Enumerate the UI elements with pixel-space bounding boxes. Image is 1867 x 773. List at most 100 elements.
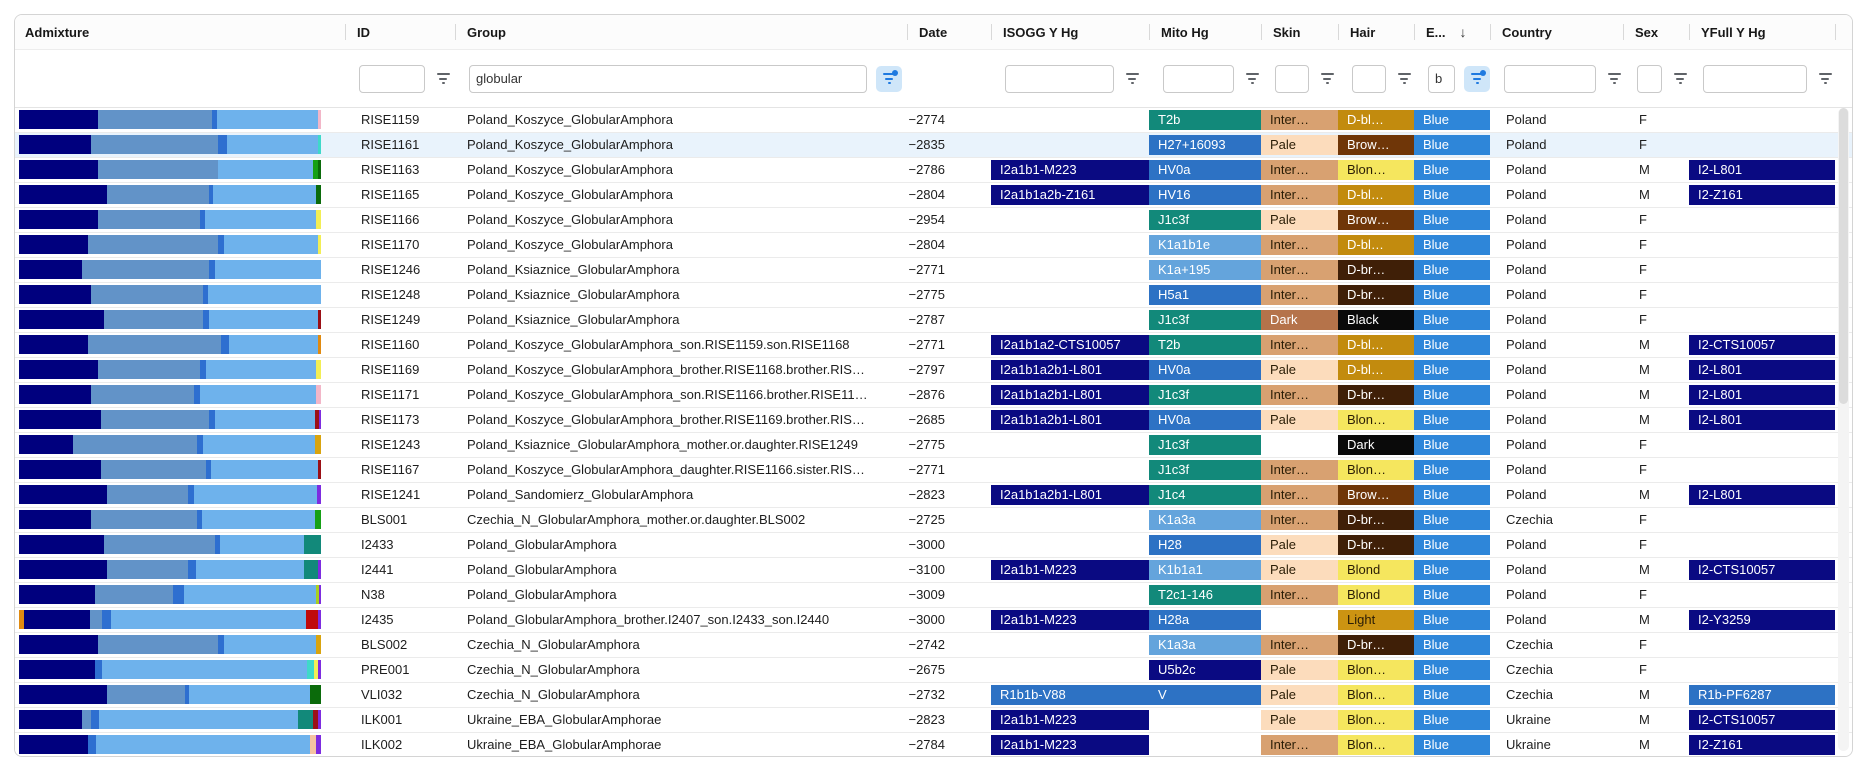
table-row[interactable]: ILK001 Ukraine_EBA_GlobularAmphorae −2823 I… <box>15 708 1852 733</box>
admixture-segment <box>298 710 314 729</box>
skin-cell: Pale <box>1261 708 1338 732</box>
admixture-bar <box>19 485 321 504</box>
table-row[interactable]: RISE1166 Poland_Koszyce_GlobularAmphora −2… <box>15 208 1852 233</box>
col-header-date[interactable]: Date <box>907 15 991 49</box>
hair-filter-funnel-icon[interactable] <box>1395 70 1413 88</box>
country-filter-input[interactable] <box>1504 64 1596 93</box>
group-filter-funnel-icon[interactable] <box>876 65 902 92</box>
col-header-skin[interactable]: Skin <box>1261 15 1338 49</box>
yfull-y-hg-cell: I2-Z161 <box>1689 183 1835 207</box>
table-row[interactable]: RISE1243 Poland_Ksiaznice_GlobularAmphora… <box>15 433 1852 458</box>
skin-cell: Inter… <box>1261 508 1338 532</box>
skin-cell-value: Inter… <box>1261 235 1338 255</box>
table-row[interactable]: RISE1241 Poland_Sandomierz_GlobularAmphor… <box>15 483 1852 508</box>
admixture-segment <box>224 235 318 254</box>
table-row[interactable]: RISE1173 Poland_Koszyce_GlobularAmphora_b… <box>15 408 1852 433</box>
table-row[interactable]: RISE1165 Poland_Koszyce_GlobularAmphora −2… <box>15 183 1852 208</box>
admixture-segment <box>316 185 321 204</box>
table-row[interactable]: RISE1248 Poland_Ksiaznice_GlobularAmphora… <box>15 283 1852 308</box>
yfull-y-hg-cell <box>1689 108 1835 132</box>
table-row[interactable]: I2435 Poland_GlobularAmphora_brother.I240… <box>15 608 1852 633</box>
table-row[interactable]: RISE1161 Poland_Koszyce_GlobularAmphora −2… <box>15 133 1852 158</box>
group-cell: Ukraine_EBA_GlobularAmphorae <box>467 737 662 752</box>
table-row[interactable]: RISE1170 Poland_Koszyce_GlobularAmphora −2… <box>15 233 1852 258</box>
admixture-segment <box>316 360 321 379</box>
col-header-id[interactable]: ID <box>345 15 455 49</box>
table-row[interactable]: RISE1246 Poland_Ksiaznice_GlobularAmphora… <box>15 258 1852 283</box>
col-header-country[interactable]: Country <box>1490 15 1623 49</box>
admixture-segment <box>97 160 219 179</box>
eye-filter-funnel-icon[interactable] <box>1464 65 1490 92</box>
col-header-group[interactable]: Group <box>455 15 907 49</box>
eye-cell-value: Blue <box>1414 685 1490 705</box>
eye-cell: Blue <box>1414 733 1490 756</box>
yfull-filter-input[interactable] <box>1703 64 1807 93</box>
col-header-admixture[interactable]: Admixture <box>15 15 345 49</box>
eye-cell-value: Blue <box>1414 360 1490 380</box>
date-cell: −2675 <box>908 662 945 677</box>
admixture-segment <box>218 135 228 154</box>
sex-cell: M <box>1639 562 1650 577</box>
eye-filter-input[interactable] <box>1428 64 1455 93</box>
sex-filter-funnel-icon[interactable] <box>1671 70 1689 88</box>
table-row[interactable]: I2433 Poland_GlobularAmphora −3000 H28 Pale D… <box>15 533 1852 558</box>
admixture-bar <box>19 635 321 654</box>
skin-filter-input[interactable] <box>1275 64 1309 93</box>
table-row[interactable]: RISE1159 Poland_Koszyce_GlobularAmphora −2… <box>15 108 1852 133</box>
id-filter-funnel-icon[interactable] <box>434 70 452 88</box>
country-cell: Czechia <box>1506 512 1553 527</box>
id-filter-input[interactable] <box>359 64 425 93</box>
mito-hg-cell: T2b <box>1149 108 1261 132</box>
table-row[interactable]: RISE1171 Poland_Koszyce_GlobularAmphora_s… <box>15 383 1852 408</box>
admixture-segment <box>19 710 83 729</box>
col-header-yfull[interactable]: YFull Y Hg <box>1689 15 1835 49</box>
admixture-segment <box>314 410 319 429</box>
scrollbar-thumb[interactable] <box>1839 108 1848 404</box>
isogg-y-hg-cell-value: I2a1b1-M223 <box>991 560 1149 580</box>
table-row[interactable]: RISE1160 Poland_Koszyce_GlobularAmphora_s… <box>15 333 1852 358</box>
table-row[interactable]: RISE1163 Poland_Koszyce_GlobularAmphora −2… <box>15 158 1852 183</box>
table-row[interactable]: I2441 Poland_GlobularAmphora −3100 I2a1b1-M… <box>15 558 1852 583</box>
country-filter-funnel-icon[interactable] <box>1605 70 1623 88</box>
table-row[interactable]: ILK002 Ukraine_EBA_GlobularAmphorae −2784 I… <box>15 733 1852 756</box>
isogg-y-hg-cell: I2a1b1-M223 <box>991 708 1149 732</box>
group-cell: Czechia_N_GlobularAmphora <box>467 662 640 677</box>
country-cell: Poland <box>1506 137 1547 152</box>
mito-hg-cell-value: K1a3a <box>1149 510 1261 530</box>
mito-filter-input[interactable] <box>1163 64 1234 93</box>
admixture-segment <box>19 660 95 679</box>
isogg-filter-funnel-icon[interactable] <box>1123 70 1141 88</box>
group-filter-input[interactable] <box>469 64 867 93</box>
country-cell: Poland <box>1506 262 1547 277</box>
hair-cell-value: D-br… <box>1338 635 1414 655</box>
sex-filter-input[interactable] <box>1637 64 1662 93</box>
skin-filter-funnel-icon[interactable] <box>1318 70 1336 88</box>
vertical-scrollbar[interactable] <box>1838 108 1849 751</box>
col-header-mito[interactable]: Mito Hg <box>1149 15 1261 49</box>
sort-desc-icon[interactable]: ↓ <box>1459 24 1467 40</box>
table-row[interactable]: BLS002 Czechia_N_GlobularAmphora −2742 K1a3… <box>15 633 1852 658</box>
mito-filter-funnel-icon[interactable] <box>1243 70 1261 88</box>
isogg-filter-input[interactable] <box>1005 64 1114 93</box>
table-row[interactable]: VLI032 Czechia_N_GlobularAmphora −2732 R1b1… <box>15 683 1852 708</box>
country-cell: Poland <box>1506 312 1547 327</box>
isogg-y-hg-cell-value: I2a1b1-M223 <box>991 160 1149 180</box>
hair-cell: Blond <box>1338 583 1414 607</box>
col-header-hair[interactable]: Hair <box>1338 15 1414 49</box>
admixture-cell <box>15 133 345 157</box>
hair-filter-input[interactable] <box>1352 64 1386 93</box>
table-row[interactable]: N38 Poland_GlobularAmphora −3009 T2c1-146 In… <box>15 583 1852 608</box>
admixture-bar <box>19 585 321 604</box>
col-header-isogg[interactable]: ISOGG Y Hg <box>991 15 1149 49</box>
table-row[interactable]: BLS001 Czechia_N_GlobularAmphora_mother.o… <box>15 508 1852 533</box>
col-header-sex[interactable]: Sex <box>1623 15 1689 49</box>
admixture-segment <box>215 535 220 554</box>
table-row[interactable]: RISE1169 Poland_Koszyce_GlobularAmphora_b… <box>15 358 1852 383</box>
yfull-filter-funnel-icon[interactable] <box>1816 70 1834 88</box>
table-row[interactable]: RISE1167 Poland_Koszyce_GlobularAmphora_d… <box>15 458 1852 483</box>
table-row[interactable]: RISE1249 Poland_Ksiaznice_GlobularAmphora… <box>15 308 1852 333</box>
admixture-bar <box>19 735 321 754</box>
col-header-eye[interactable]: E... ↓ <box>1414 15 1490 49</box>
table-row[interactable]: PRE001 Czechia_N_GlobularAmphora −2675 U5b2… <box>15 658 1852 683</box>
eye-cell-value: Blue <box>1414 435 1490 455</box>
